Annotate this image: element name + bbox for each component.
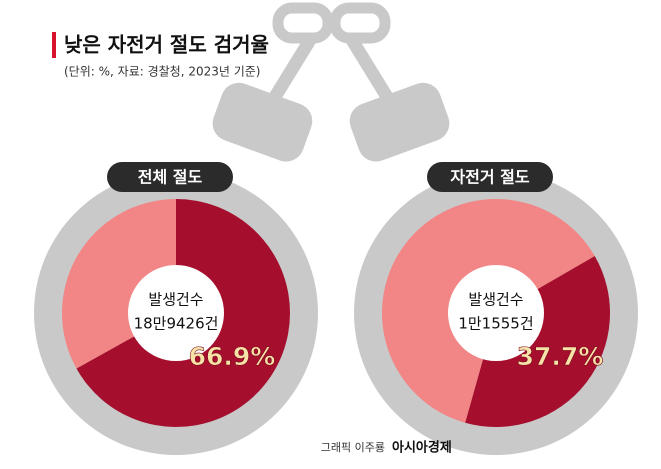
- pie-slice: [465, 256, 610, 427]
- credit-artist: 그래픽 이주룡: [321, 441, 385, 454]
- center-label: 발생건수: [468, 291, 523, 309]
- chart-title-pill: [427, 162, 553, 192]
- title-accent: [52, 32, 56, 58]
- chart-title: 전체 절도: [138, 168, 203, 187]
- credit-publisher: 아시아경제: [392, 440, 452, 456]
- subtitle: (단위: %, 자료: 경찰청, 2023년 기준): [64, 65, 261, 79]
- title: 낮은 자전거 절도 검거율: [64, 33, 269, 57]
- donut-hole: [128, 265, 224, 361]
- center-value: 18만9426건: [134, 315, 219, 333]
- value-label: 37.7%: [517, 342, 604, 371]
- chart-title-pill: [107, 162, 233, 192]
- center-value: 1만1555건: [458, 315, 533, 333]
- donut-hole: [448, 265, 544, 361]
- handcuff-chain: [264, 2, 398, 109]
- chart-title: 자전거 절도: [450, 168, 529, 187]
- value-label: 66.9%: [189, 342, 276, 371]
- center-label: 발생건수: [148, 291, 203, 309]
